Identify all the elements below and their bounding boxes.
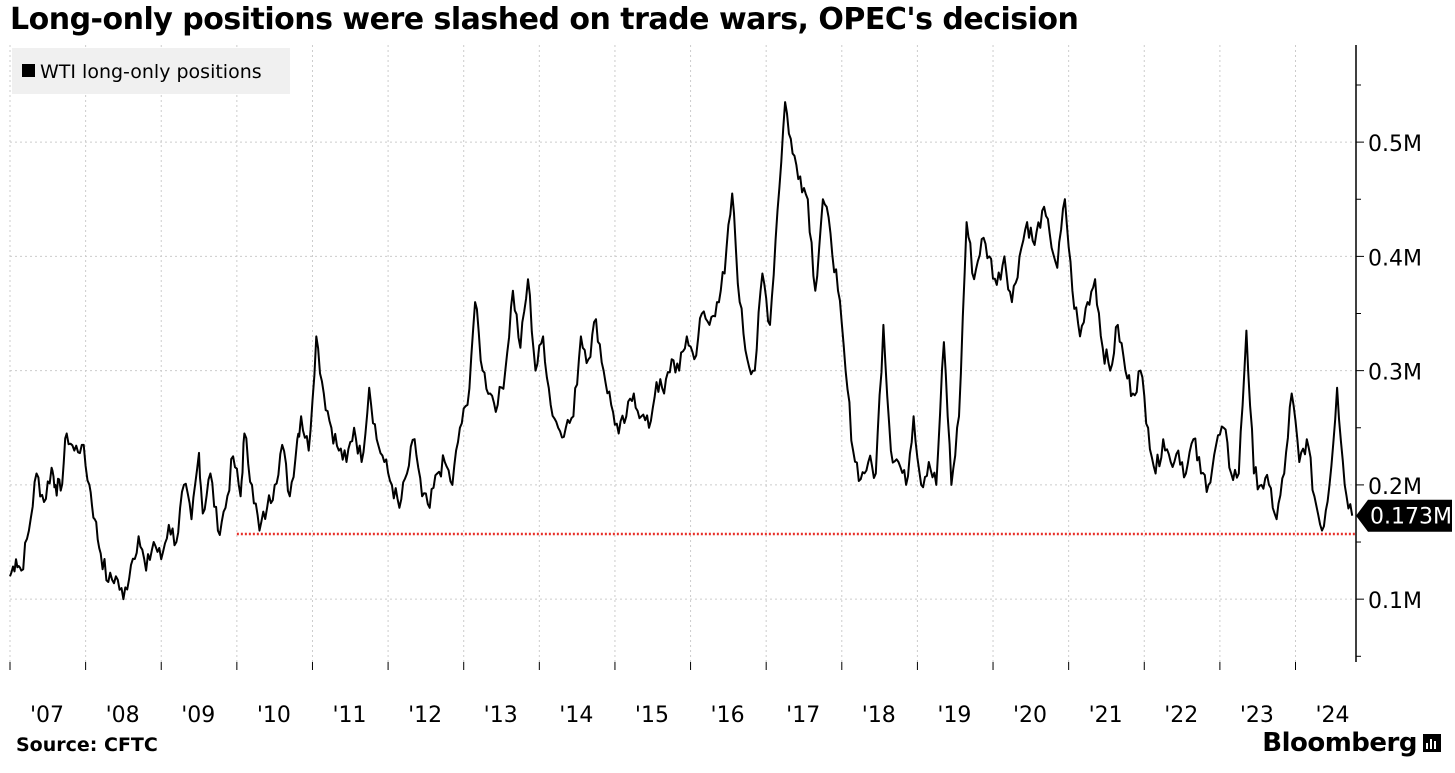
- x-tick-label: '22: [1164, 703, 1198, 728]
- bloomberg-logo: Bloomberg: [1262, 728, 1441, 758]
- x-tick-label: '09: [181, 703, 215, 728]
- x-tick-label: '14: [559, 703, 593, 728]
- x-tick-label: '07: [30, 703, 64, 728]
- x-tick-label: '16: [711, 703, 745, 728]
- y-tick-label: 0.3M: [1368, 361, 1422, 386]
- y-tick-label: 0.4M: [1368, 246, 1422, 271]
- source-note: Source: CFTC: [16, 734, 158, 756]
- bloomberg-terminal-icon: [1423, 734, 1441, 752]
- x-tick-label: '24: [1315, 703, 1349, 728]
- x-tick-label: '12: [408, 703, 442, 728]
- x-tick-label: '20: [1013, 703, 1047, 728]
- series-line-wti-long-only: [9, 101, 1354, 601]
- y-tick-label: 0.2M: [1368, 475, 1422, 500]
- gridlines: [9, 45, 1356, 662]
- last-value-badge: [1356, 499, 1452, 532]
- y-axis-ticks: 0.1M 0.2M 0.3M 0.4M 0.5M: [1356, 84, 1422, 657]
- legend-background: [12, 48, 290, 94]
- brand-name: Bloomberg: [1262, 728, 1417, 758]
- x-tick-label: '21: [1089, 703, 1123, 728]
- y-tick-label: 0.1M: [1368, 589, 1422, 614]
- x-axis-ticks: '07 '08 '09 '10 '11 '12 '13 '14 '15 '16 '17 '18 '19 '…: [9, 662, 1350, 728]
- x-tick-label: '15: [635, 703, 669, 728]
- x-tick-label: '08: [106, 703, 140, 728]
- last-value-text: 0.173M: [1370, 505, 1452, 530]
- x-tick-label: '19: [937, 703, 971, 728]
- x-tick-label: '18: [862, 703, 896, 728]
- legend: WTI long-only positions: [12, 48, 290, 94]
- last-value-label: 0.173M: [1356, 499, 1452, 532]
- y-tick-label: 0.5M: [1368, 132, 1422, 157]
- x-tick-label: '17: [786, 703, 820, 728]
- chart-title: Long-only positions were slashed on trad…: [10, 2, 1079, 37]
- legend-swatch: [22, 64, 35, 77]
- x-tick-label: '10: [257, 703, 291, 728]
- x-tick-label: '23: [1240, 703, 1274, 728]
- x-tick-label: '11: [332, 703, 366, 728]
- legend-entry: WTI long-only positions: [40, 61, 262, 83]
- x-tick-label: '13: [484, 703, 518, 728]
